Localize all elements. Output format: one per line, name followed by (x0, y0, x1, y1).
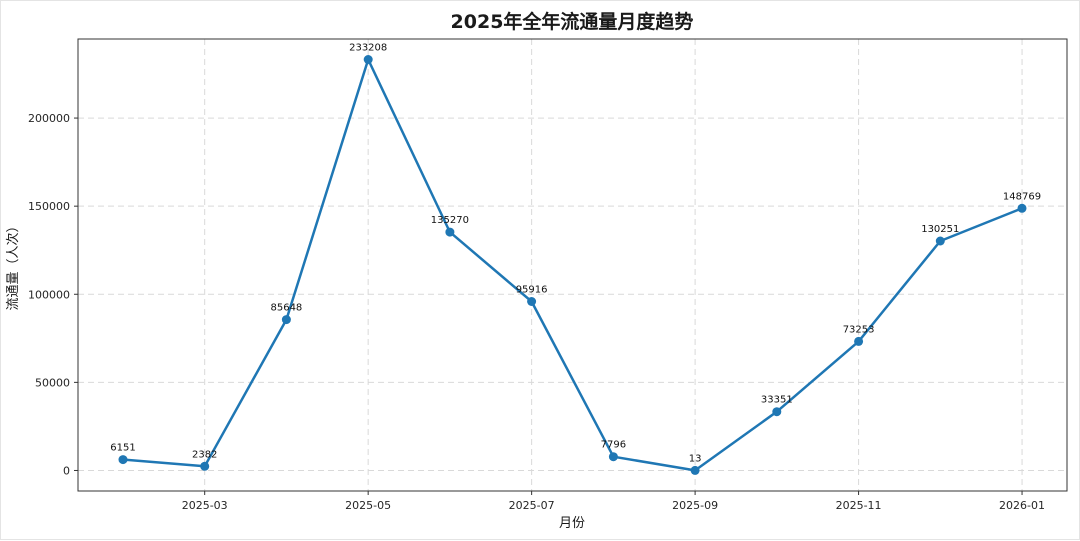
data-point-marker (363, 55, 373, 64)
grid-lines (78, 39, 1067, 491)
chart-title: 2025年全年流通量月度趋势 (451, 10, 694, 33)
x-tick-label: 2025-11 (836, 499, 882, 512)
data-point-marker (118, 455, 128, 465)
x-tick-label: 2026-01 (999, 499, 1045, 512)
data-point-value: 95916 (516, 285, 548, 296)
data-point-marker (445, 227, 455, 237)
data-point-marker (281, 315, 291, 325)
data-point-value: 6151 (110, 443, 135, 454)
data-point-value: 73253 (843, 324, 875, 335)
data-point-value: 33351 (761, 395, 793, 406)
trend-line (121, 58, 1024, 472)
data-point-marker (772, 407, 782, 417)
y-tick-label: 100000 (28, 288, 70, 301)
y-tick-label: 50000 (35, 376, 70, 389)
x-tick-label: 2025-07 (509, 499, 555, 512)
y-axis-label: 流通量（人次） (5, 219, 21, 310)
data-series (118, 55, 1027, 475)
point-value-labels: 6151 2382 85648 233208 135270 95916 7796 13 3335… (110, 43, 1041, 465)
x-tick-label: 2025-03 (182, 499, 228, 512)
x-tick-label: 2025-09 (672, 499, 718, 512)
y-tick-label: 0 (63, 464, 70, 477)
data-point-marker (527, 297, 537, 306)
axis-ticks: 0 50000 100000 150000 200000 2025-03 2025-05 20… (28, 112, 1045, 512)
data-point-value: 7796 (601, 440, 626, 451)
data-point-marker (608, 452, 618, 462)
data-point-marker (854, 336, 864, 346)
data-point-value: 13 (689, 453, 702, 464)
data-point-marker (690, 465, 700, 475)
data-point-value: 135270 (431, 215, 469, 226)
plot-border (77, 38, 1068, 492)
y-tick-label: 150000 (28, 200, 70, 213)
data-point-value: 233208 (349, 43, 387, 54)
data-point-marker (200, 461, 210, 471)
data-point-value: 85648 (270, 303, 302, 314)
y-tick-label: 200000 (28, 112, 70, 125)
x-tick-label: 2025-05 (345, 499, 391, 512)
data-point-marker (935, 236, 945, 246)
data-point-marker (1017, 203, 1027, 213)
data-point-value: 2382 (192, 449, 217, 460)
data-point-value: 130251 (921, 224, 959, 235)
data-point-value: 148769 (1003, 191, 1041, 202)
x-axis-label: 月份 (559, 516, 585, 531)
